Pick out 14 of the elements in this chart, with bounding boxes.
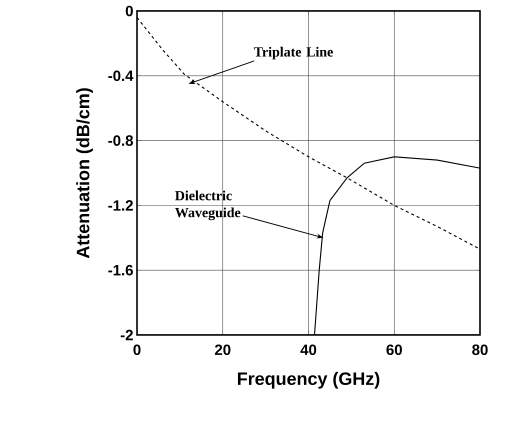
y-tick-label: -1.2 [108,200,133,211]
y-axis-title: Attenuation (dB/cm) [76,88,93,258]
x-axis-title: Frequency (GHz) [238,372,380,389]
annotation: Triplate Line [254,46,333,60]
x-tick-label: 80 [472,344,488,356]
x-tick-label: 20 [214,344,230,356]
x-tick-label: 40 [300,344,316,356]
x-tick-label: 60 [386,344,402,356]
y-tick-label: -0.8 [108,135,134,146]
y-tick-label: -0.4 [108,70,134,82]
y-tick-label: -2 [120,330,133,340]
y-tick-label: -1.6 [108,264,133,276]
y-tick-label: 0 [126,6,133,16]
x-tick-label: 0 [133,344,141,356]
